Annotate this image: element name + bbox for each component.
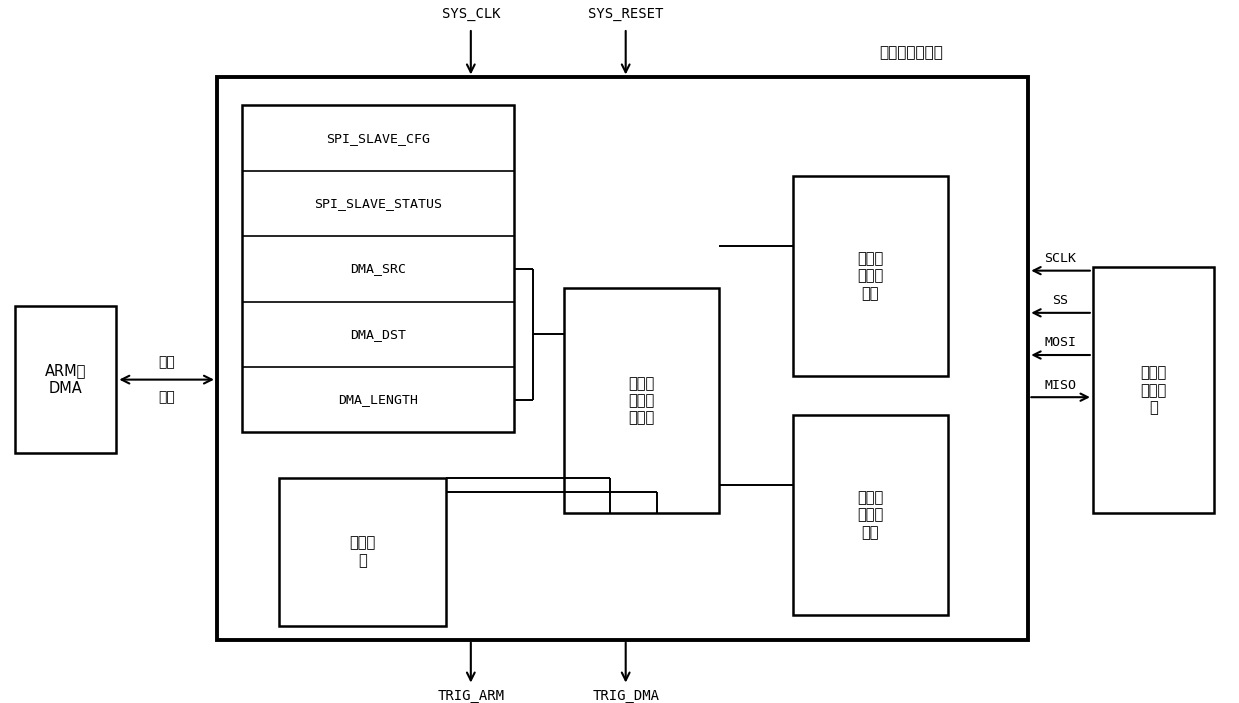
Text: SYS_RESET: SYS_RESET	[589, 7, 663, 21]
Text: 串行外设从器件: 串行外设从器件	[880, 45, 944, 60]
Text: MISO: MISO	[1044, 379, 1077, 392]
Text: 总线: 总线	[159, 390, 175, 404]
Text: DMA_SRC: DMA_SRC	[349, 262, 406, 276]
Text: 存储模
块: 存储模 块	[349, 536, 375, 568]
Text: 状态机
逻辑控
制模块: 状态机 逻辑控 制模块	[628, 376, 654, 425]
Text: 接收逻
辑控制
模块: 接收逻 辑控制 模块	[857, 490, 883, 540]
Text: SYS_CLK: SYS_CLK	[441, 7, 501, 21]
Text: 芯片: 芯片	[159, 355, 175, 369]
Text: DMA_LENGTH: DMA_LENGTH	[338, 393, 418, 406]
Bar	[793, 415, 948, 615]
Bar	[564, 288, 719, 513]
Bar	[279, 478, 446, 626]
Text: 发送逻
辑控制
模块: 发送逻 辑控制 模块	[857, 251, 883, 301]
Text: MOSI: MOSI	[1044, 337, 1077, 349]
Bar	[793, 176, 948, 376]
Text: ARM或
DMA: ARM或 DMA	[45, 363, 87, 396]
Text: SPI_SLAVE_CFG: SPI_SLAVE_CFG	[326, 131, 430, 145]
Text: TRIG_DMA: TRIG_DMA	[592, 689, 659, 703]
Text: 串行外
设主器
件: 串行外 设主器 件	[1140, 366, 1167, 415]
Bar	[242, 105, 514, 432]
Bar	[15, 306, 116, 453]
Text: SPI_SLAVE_STATUS: SPI_SLAVE_STATUS	[313, 197, 442, 210]
Text: TRIG_ARM: TRIG_ARM	[437, 689, 504, 703]
Text: DMA_DST: DMA_DST	[349, 328, 406, 341]
Text: SS: SS	[1053, 295, 1068, 307]
Text: SCLK: SCLK	[1044, 252, 1077, 265]
Bar	[217, 77, 1028, 640]
Bar	[1093, 267, 1214, 513]
